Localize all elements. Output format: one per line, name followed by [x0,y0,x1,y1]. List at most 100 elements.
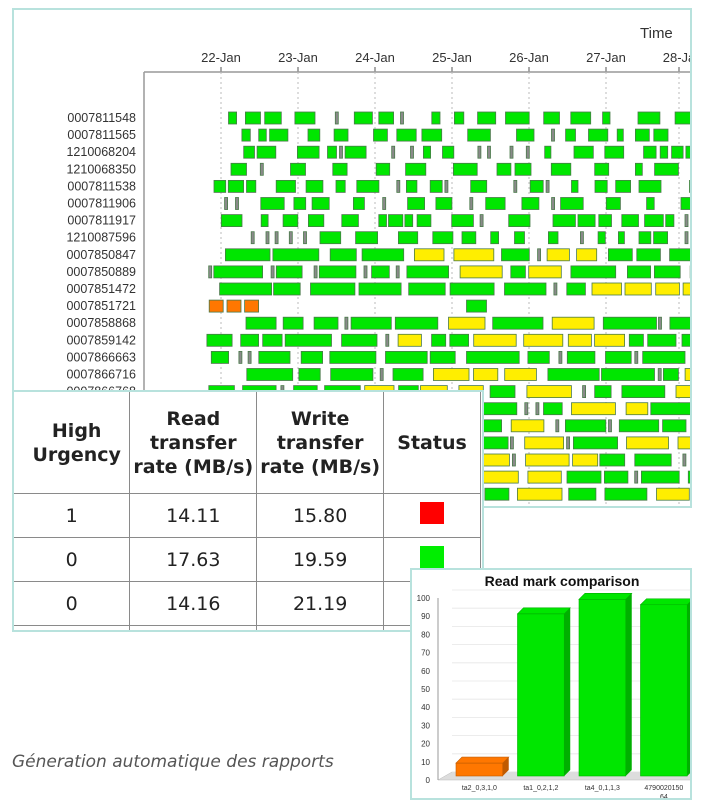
timeline-segment [258,128,267,142]
timeline-segment [378,214,387,228]
timeline-segment [272,248,320,262]
timeline-segment [227,179,245,193]
timeline-segment [627,265,652,279]
timeline-segment [641,470,680,484]
cell-high-urgency: 0 [14,581,131,626]
cell-status [383,493,481,538]
bar [517,613,565,777]
caption: Géneration automatique des rapports [12,752,334,772]
cell-write-rate: 15.80 [256,493,385,538]
timeline-segment [656,487,690,501]
timeline-segment [355,231,379,245]
timeline-segment [621,214,639,228]
timeline-segment [339,145,343,159]
timeline-segment [452,162,478,176]
timeline-segment [576,248,598,262]
timeline-segment [361,248,405,262]
timeline-segment [442,145,455,159]
timeline-segment [662,419,687,433]
timeline-segment [492,316,544,330]
timeline-segment [573,436,619,450]
timeline-segment [555,419,560,433]
timeline-segment [543,402,563,416]
timeline-segment [647,333,677,347]
timeline-segment [580,231,584,245]
timeline-segment [421,128,443,142]
timeline-segment [429,179,443,193]
chart-title: Read mark comparison [485,573,640,589]
bar-side [502,757,509,776]
timeline-segment [422,145,431,159]
timeline-segment [408,282,446,296]
timeline-segment [566,436,570,450]
x-tick-label: ta2_0,3,1,0 [462,785,497,792]
timeline-segment [244,111,261,125]
timeline-segment [453,248,495,262]
date-label: 22-Jan [201,50,241,65]
timeline-segment [385,333,390,347]
timeline-segment [635,128,650,142]
row-label: 0007858868 [66,316,136,330]
timeline-segment [654,162,679,176]
read-mark-chart: Read mark comparison 0 10 20 30 40 50 60 70 80 90 1… [410,568,692,800]
timeline-segment [571,179,579,193]
timeline-segment [329,248,357,262]
timeline-segment [224,197,229,210]
timeline-segment [514,231,525,245]
timeline-segment [241,128,251,142]
timeline-segment [509,436,514,450]
timeline-segment [373,128,388,142]
timeline-segment [477,111,497,125]
cell-write-rate: 19.59 [256,537,385,582]
row-label: 0007850889 [66,265,136,279]
timeline-segment [521,197,540,210]
timeline-segment [405,179,418,193]
timeline-segment [560,197,584,210]
timeline-segment [485,197,506,210]
timeline-segment [259,162,264,176]
timeline-segment [244,299,260,313]
y-tick-label: 0 [426,776,431,785]
timeline-segment [653,231,668,245]
timeline-segment [646,197,655,210]
cell-read-rate: 17.63 [129,537,258,582]
timeline-segment [537,248,541,262]
timeline-segment [363,265,368,279]
timeline-segment [634,470,639,484]
x-tick-label: 64 [660,794,668,800]
timeline-segment [527,470,562,484]
timeline-segment [526,385,572,399]
bar-top [639,598,690,606]
bar-side [625,593,632,776]
timeline-segment [602,316,657,330]
timeline-segment [650,402,690,416]
row-label: 1210087596 [66,231,136,245]
timeline-segment [602,111,611,125]
cell-high-urgency: 0 [14,537,131,582]
timeline-segment [226,299,242,313]
timeline-segment [597,231,606,245]
y-tick-label: 100 [417,594,431,603]
timeline-segment [330,368,374,381]
timeline-segment [637,111,661,125]
y-tick-label: 50 [421,685,430,694]
timeline-segment [604,470,629,484]
timeline-segment [313,265,318,279]
timeline-segment [687,470,690,484]
timeline-segment [490,231,500,245]
row-label: 0007811548 [67,111,136,125]
timeline-segment [496,162,512,176]
timeline-segment [535,402,540,416]
timeline-segment [461,231,477,245]
timeline-segment [566,282,586,296]
bar-top [455,756,510,764]
timeline-segment [260,214,269,228]
row-label: 1210068350 [66,162,136,176]
timeline-segment [508,214,531,228]
timeline-segment [605,350,632,364]
timeline-segment [516,487,563,501]
timeline-segment [604,145,625,159]
timeline-segment [511,453,516,467]
bar-side [564,607,571,776]
timeline-segment [208,265,213,279]
